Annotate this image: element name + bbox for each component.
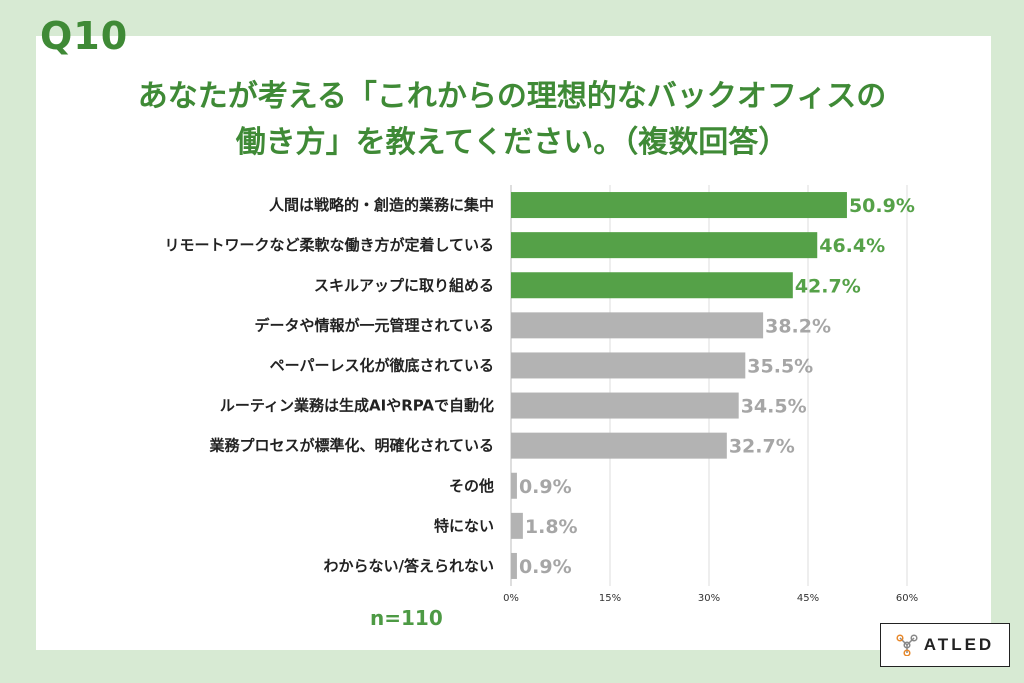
x-tick-label: 30% [698, 593, 720, 604]
value-label: 32.7% [729, 436, 795, 458]
x-tick-label: 60% [896, 593, 918, 604]
chart-title-line-2: 働き方」を教えてください。（複数回答） [235, 125, 789, 160]
category-label: ルーティン業務は生成AIやRPAで自動化 [220, 397, 494, 415]
category-label: 特にない [434, 517, 494, 535]
sample-size-label: n=110 [370, 606, 443, 630]
question-label: Q10 [40, 14, 129, 58]
bar [511, 472, 517, 499]
atled-logo-icon [896, 634, 918, 656]
category-label: リモートワークなど柔軟な働き方が定着している [164, 236, 494, 254]
bar [511, 512, 523, 539]
atled-logo: ATLED [880, 623, 1010, 667]
atled-logo-text: ATLED [923, 635, 995, 654]
bar [511, 552, 517, 579]
value-label: 38.2% [765, 315, 831, 337]
value-label: 35.5% [747, 355, 813, 377]
bar [511, 432, 727, 459]
chart-title-line-1: あなたが考える「これからの理想的なバックオフィスの [137, 79, 887, 114]
value-label: 0.9% [519, 556, 572, 578]
category-label: 業務プロセスが標準化、明確化されている [208, 437, 494, 455]
value-label: 42.7% [795, 275, 861, 297]
value-label: 0.9% [519, 476, 572, 498]
category-label: データや情報が一元管理されている [254, 316, 494, 334]
bar [511, 352, 746, 379]
value-label: 50.9% [849, 195, 915, 217]
bar [511, 192, 847, 219]
category-label: わからない/答えられない [324, 557, 494, 575]
value-label: 46.4% [819, 235, 885, 257]
category-label: 人間は戦略的・創造的業務に集中 [269, 196, 494, 214]
x-tick-label: 15% [599, 593, 621, 604]
bar [511, 232, 818, 259]
value-label: 1.8% [525, 516, 578, 538]
category-label: その他 [449, 477, 494, 495]
bar [511, 312, 764, 339]
bar [511, 272, 793, 299]
chart-card [36, 36, 991, 650]
x-tick-label: 0% [503, 593, 519, 604]
category-label: スキルアップに取り組める [314, 276, 494, 294]
x-tick-label: 45% [797, 593, 819, 604]
category-label: ペーパーレス化が徹底されている [270, 356, 494, 374]
value-label: 34.5% [741, 396, 807, 418]
bar [511, 392, 739, 419]
